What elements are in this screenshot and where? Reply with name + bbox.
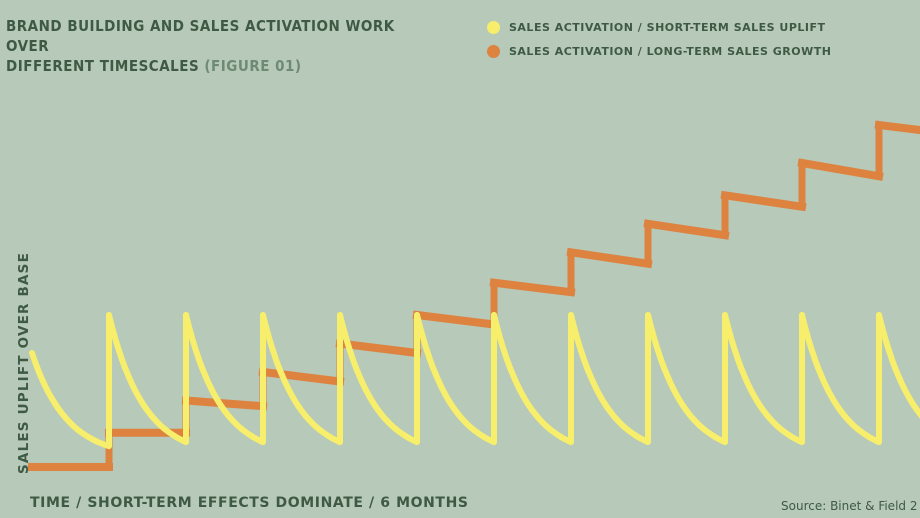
chart-legend: SALES ACTIVATION / SHORT-TERM SALES UPLI… [487,15,831,63]
short-term-pulse-7 [568,312,651,446]
short-term-pulse-9 [722,312,805,446]
legend-dot-long-term [487,44,500,58]
long-term-step-11 [874,120,920,135]
long-term-step-2 [181,396,268,411]
source-note: Source: Binet & Field 2 [781,499,918,513]
chart-title-line-1: BRAND BUILDING AND SALES ACTIVATION WORK… [6,17,395,55]
x-axis-label: TIME / SHORT-TERM EFFECTS DOMINATE / 6 M… [30,495,469,511]
short-term-pulse-6 [491,312,574,446]
chart-title: BRAND BUILDING AND SALES ACTIVATION WORK… [6,16,436,76]
short-term-pulse-3 [260,312,343,446]
legend-item-short-term: SALES ACTIVATION / SHORT-TERM SALES UPLI… [487,15,831,39]
short-term-pulse-4 [337,312,420,446]
legend-item-long-term: SALES ACTIVATION / LONG-TERM SALES GROWT… [487,39,831,63]
long-term-step-9 [720,190,807,212]
legend-dot-short-term [487,20,500,34]
short-term-pulse-11 [876,312,920,419]
short-term-uplift-series [29,312,920,450]
long-term-step-6 [489,278,576,297]
long-term-step-10 [797,158,884,181]
short-term-pulse-1 [106,312,189,446]
long-term-step-5 [412,310,499,329]
short-term-pulse-0 [29,312,112,450]
chart-title-line-2: DIFFERENT TIMESCALES (FIGURE 01) [6,56,436,76]
long-term-step-4 [335,339,422,358]
long-term-step-3 [258,367,345,386]
y-axis-label: SALES UPLIFT OVER BASE [16,252,32,474]
short-term-pulse-10 [799,312,882,446]
long-term-step-8 [643,219,730,240]
short-term-pulse-2 [183,312,266,446]
short-term-pulse-5 [414,312,497,446]
legend-label-short-term: SALES ACTIVATION / SHORT-TERM SALES UPLI… [509,20,826,34]
chart-figure-label: (FIGURE 01) [204,57,302,75]
chart-title-main: DIFFERENT TIMESCALES [6,57,200,75]
long-term-step-7 [566,247,653,269]
long-term-growth-series [28,120,920,471]
short-term-pulse-8 [645,312,728,446]
legend-label-long-term: SALES ACTIVATION / LONG-TERM SALES GROWT… [509,44,832,58]
